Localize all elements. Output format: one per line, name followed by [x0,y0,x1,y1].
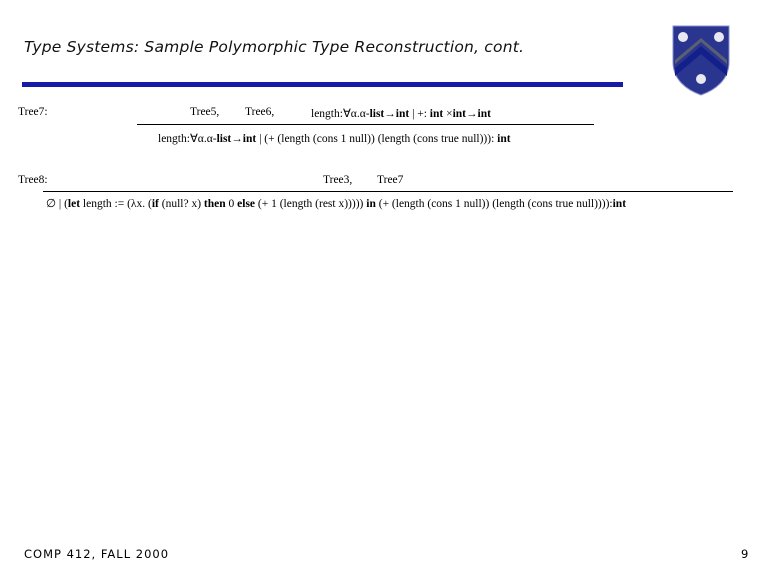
keyword: int [612,198,627,210]
tree8-premise: Tree3, [323,174,353,186]
expression-text: → [384,108,396,120]
expression-text: × [443,108,453,120]
expression-text: length:∀α.α- [158,133,217,145]
tree8-inference-line [43,191,733,192]
keyword: let [67,198,81,210]
expression-text: → [231,133,243,145]
keyword: list [369,108,385,120]
expression-text: length:∀α.α- [311,108,370,120]
expression-text: length := (λx. ( [80,198,152,210]
expression-text: (+ 1 (length (rest x))))) [255,198,367,210]
keyword: if [151,198,159,210]
tree7-inference-line [137,124,594,125]
footer-course: COMP 412, FALL 2000 [24,547,170,561]
keyword: else [237,198,256,210]
keyword: in [366,198,376,210]
tree8-premise: Tree7 [377,174,404,186]
keyword: list [216,133,232,145]
keyword: int [452,108,467,120]
title-underline-bar [22,82,623,87]
expression-text: | +: [409,108,430,120]
expression-text: ∅ | ( [46,198,68,210]
keyword: int [429,108,444,120]
page-number: 9 [741,547,749,561]
keyword: int [497,133,511,145]
keyword: int [477,108,491,120]
expression-text: (+ (length (cons 1 null)) (length (cons … [375,198,613,210]
tree7-conclusion: length:∀α.α-list→int | (+ (length (cons … [158,131,511,145]
expression-text: | (+ (length (cons 1 null)) (length (con… [256,133,498,145]
tree8-conclusion: ∅ | (let length := (λx. (if (null? x) th… [46,196,626,210]
tree7-premise: Tree5, [190,106,220,118]
keyword: then [203,198,226,210]
expression-text: (null? x) [158,198,204,210]
keyword: int [242,133,257,145]
keyword: int [395,108,410,120]
rice-shield-icon [672,25,730,96]
tree8-label: Tree8: [18,174,48,186]
slide-title: Type Systems: Sample Polymorphic Type Re… [24,38,525,56]
tree7-premise-typing: length:∀α.α-list→int | +: int ×int→int [311,106,491,120]
expression-text: → [466,108,478,120]
tree7-premise: Tree6, [245,106,275,118]
tree7-label: Tree7: [18,106,48,118]
expression-text: 0 [225,198,238,210]
